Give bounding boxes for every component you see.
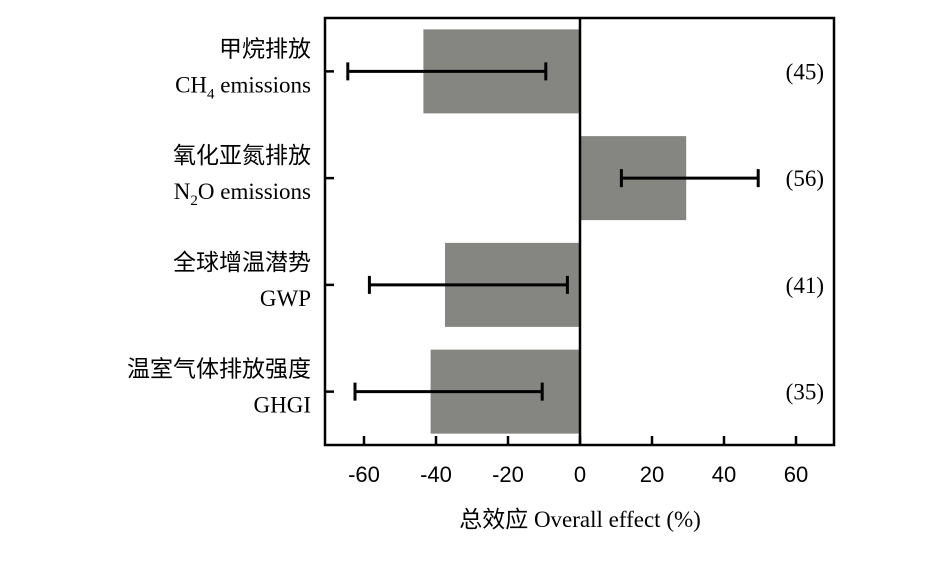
category-label-en: GHGI (254, 393, 312, 418)
error-bars (346, 62, 760, 401)
error-bar (619, 169, 760, 188)
x-tick-label: -60 (348, 462, 380, 487)
sample-size-label: (35) (786, 380, 824, 405)
category-labels: 甲烷排放 CH4 emissions 氧化亚氮排放 N2O emissions 全球增温… (127, 36, 311, 417)
error-bar (367, 275, 569, 294)
axis-ticks: -60 -40 -20 0 20 40 60 (325, 70, 808, 487)
sample-size-label: (45) (786, 59, 824, 84)
category-label-zh: 甲烷排放 (219, 36, 311, 61)
sample-size-labels: (45) (56) (41) (35) (786, 59, 824, 404)
x-tick-label: -20 (492, 462, 524, 487)
error-bar (353, 382, 544, 401)
category-label-zh: 氧化亚氮排放 (173, 143, 311, 168)
x-tick-label: 0 (574, 462, 586, 487)
x-tick-label: 20 (640, 462, 664, 487)
sample-size-label: (56) (786, 166, 824, 191)
category-label-en: CH4 emissions (175, 72, 311, 102)
category-label-en: GWP (260, 286, 311, 311)
x-tick-label: -40 (420, 462, 452, 487)
category-label-en: N2O emissions (174, 179, 311, 209)
category-label-zh: 全球增温潜势 (173, 250, 311, 275)
x-tick-label: 40 (712, 462, 736, 487)
x-tick-label: 60 (784, 462, 808, 487)
error-bar (346, 62, 548, 81)
x-axis-title: 总效应 Overall effect (%) (459, 507, 701, 532)
category-label-zh: 温室气体排放强度 (127, 357, 311, 382)
bars (423, 29, 687, 434)
sample-size-label: (41) (786, 273, 824, 298)
